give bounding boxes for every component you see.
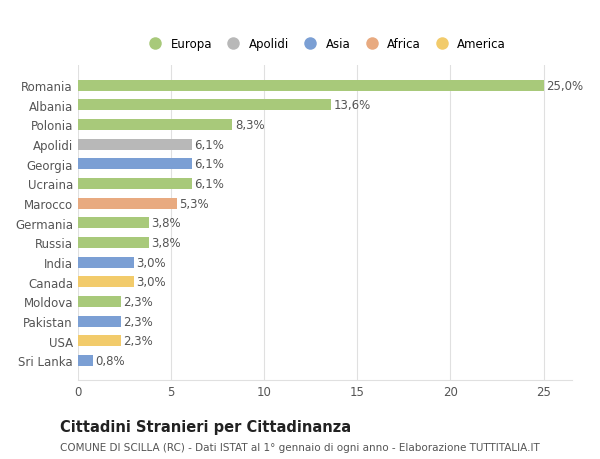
Text: 5,3%: 5,3% <box>179 197 209 210</box>
Bar <box>78 218 149 229</box>
Text: 6,1%: 6,1% <box>194 138 224 151</box>
Bar <box>78 277 134 287</box>
Text: COMUNE DI SCILLA (RC) - Dati ISTAT al 1° gennaio di ogni anno - Elaborazione TUT: COMUNE DI SCILLA (RC) - Dati ISTAT al 1°… <box>60 442 540 452</box>
Text: Cittadini Stranieri per Cittadinanza: Cittadini Stranieri per Cittadinanza <box>60 419 351 434</box>
Bar <box>78 238 149 248</box>
Text: 2,3%: 2,3% <box>124 335 153 347</box>
Bar <box>78 120 232 131</box>
Legend: Europa, Apolidi, Asia, Africa, America: Europa, Apolidi, Asia, Africa, America <box>143 38 506 50</box>
Bar <box>78 316 121 327</box>
Bar <box>78 179 191 190</box>
Text: 13,6%: 13,6% <box>334 99 371 112</box>
Bar <box>78 198 176 209</box>
Text: 8,3%: 8,3% <box>235 119 265 132</box>
Text: 6,1%: 6,1% <box>194 158 224 171</box>
Text: 25,0%: 25,0% <box>547 79 584 92</box>
Text: 2,3%: 2,3% <box>124 315 153 328</box>
Bar <box>78 140 191 150</box>
Text: 2,3%: 2,3% <box>124 295 153 308</box>
Bar <box>78 257 134 268</box>
Text: 3,8%: 3,8% <box>151 217 181 230</box>
Text: 3,8%: 3,8% <box>151 236 181 249</box>
Bar <box>78 81 544 91</box>
Text: 0,8%: 0,8% <box>95 354 125 367</box>
Text: 6,1%: 6,1% <box>194 178 224 190</box>
Bar <box>78 355 93 366</box>
Bar <box>78 100 331 111</box>
Bar <box>78 297 121 307</box>
Text: 3,0%: 3,0% <box>137 276 166 289</box>
Bar <box>78 159 191 170</box>
Bar <box>78 336 121 347</box>
Text: 3,0%: 3,0% <box>137 256 166 269</box>
